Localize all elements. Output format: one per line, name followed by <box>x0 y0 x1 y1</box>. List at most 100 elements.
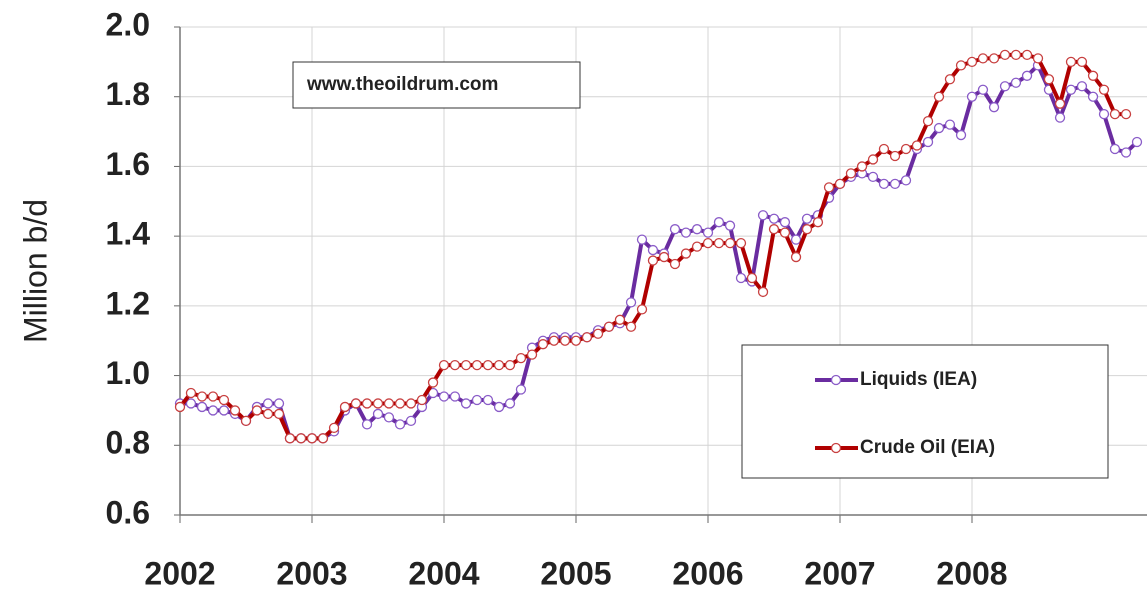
data-point <box>207 405 219 416</box>
data-point <box>801 224 813 235</box>
y-tick-label: 1.4 <box>106 216 151 252</box>
data-point <box>1087 70 1099 81</box>
data-point <box>812 217 824 228</box>
data-point <box>438 391 450 402</box>
data-point <box>999 49 1011 61</box>
data-point <box>372 408 384 420</box>
data-point <box>779 217 791 228</box>
x-tick-label: 2005 <box>540 555 611 591</box>
data-point <box>790 251 802 263</box>
data-point <box>801 213 813 224</box>
data-point <box>603 321 615 332</box>
data-point <box>636 234 648 245</box>
data-point <box>1054 112 1066 123</box>
data-point <box>515 384 527 395</box>
data-point <box>493 401 505 413</box>
legend-box <box>741 344 1109 479</box>
data-point <box>174 401 186 413</box>
data-point <box>1021 70 1033 81</box>
data-point <box>449 391 461 402</box>
data-point <box>911 140 923 151</box>
data-point <box>658 251 670 263</box>
data-point <box>735 237 747 249</box>
data-point <box>724 237 736 249</box>
data-point <box>1065 56 1077 68</box>
data-point <box>185 398 197 409</box>
x-tick-label: 2004 <box>408 555 479 591</box>
data-point <box>482 359 494 371</box>
data-point <box>889 150 901 162</box>
data-point <box>1010 77 1022 88</box>
data-point <box>196 391 208 402</box>
data-point <box>361 419 373 430</box>
data-point <box>383 412 395 423</box>
data-point <box>966 91 978 102</box>
data-point <box>295 433 307 444</box>
data-point <box>625 321 637 332</box>
data-point <box>218 394 230 406</box>
y-axis-label: Million b/d <box>17 199 53 343</box>
y-tick-label: 1.0 <box>106 355 150 391</box>
data-point <box>372 398 384 409</box>
data-point <box>1010 49 1022 61</box>
data-point <box>1109 143 1121 155</box>
data-point <box>460 359 472 371</box>
data-point <box>746 272 758 284</box>
data-point <box>350 398 362 409</box>
data-point <box>273 398 285 409</box>
data-point <box>900 175 912 186</box>
data-point <box>933 122 945 134</box>
data-point <box>1043 74 1055 85</box>
data-point <box>944 119 956 130</box>
annotation: www.theoildrum.com <box>306 74 498 95</box>
legend-marker <box>830 374 842 386</box>
data-point <box>735 272 747 284</box>
data-point <box>977 84 989 95</box>
data-point <box>922 115 934 127</box>
data-point <box>867 171 879 183</box>
data-point <box>185 387 197 399</box>
data-point <box>669 224 681 235</box>
data-point <box>394 419 406 430</box>
x-tick-label: 2003 <box>276 555 347 591</box>
data-point <box>922 136 934 148</box>
data-point <box>856 161 868 172</box>
data-point <box>757 210 769 221</box>
data-point <box>1120 147 1132 158</box>
data-point <box>955 60 967 71</box>
data-point <box>691 224 703 235</box>
data-point <box>691 241 703 252</box>
data-point <box>977 53 989 64</box>
data-point <box>680 227 692 238</box>
data-point <box>933 91 945 102</box>
data-point <box>1109 108 1121 120</box>
data-point <box>1076 81 1088 92</box>
x-tick-label: 2002 <box>144 555 215 591</box>
data-point <box>262 408 274 420</box>
data-point <box>845 168 857 179</box>
data-point <box>1120 108 1132 120</box>
data-point <box>416 394 428 406</box>
y-tick-label: 1.2 <box>106 285 150 321</box>
y-tick-label: 1.6 <box>106 146 150 182</box>
data-point <box>405 415 417 427</box>
data-point <box>262 398 274 409</box>
data-point <box>328 422 340 434</box>
data-point <box>878 178 890 190</box>
data-point <box>823 182 835 193</box>
data-point <box>592 328 604 339</box>
data-point <box>339 401 351 413</box>
data-point <box>900 143 912 155</box>
data-point <box>1087 91 1099 102</box>
data-point <box>647 255 659 266</box>
data-point <box>306 433 318 444</box>
data-point <box>713 237 725 249</box>
data-point <box>471 359 483 371</box>
data-point <box>999 81 1011 92</box>
data-point <box>438 359 450 371</box>
data-point <box>1131 136 1143 148</box>
legend-label: Crude Oil (EIA) <box>860 437 995 458</box>
data-point <box>878 143 890 155</box>
data-point <box>1065 84 1077 95</box>
